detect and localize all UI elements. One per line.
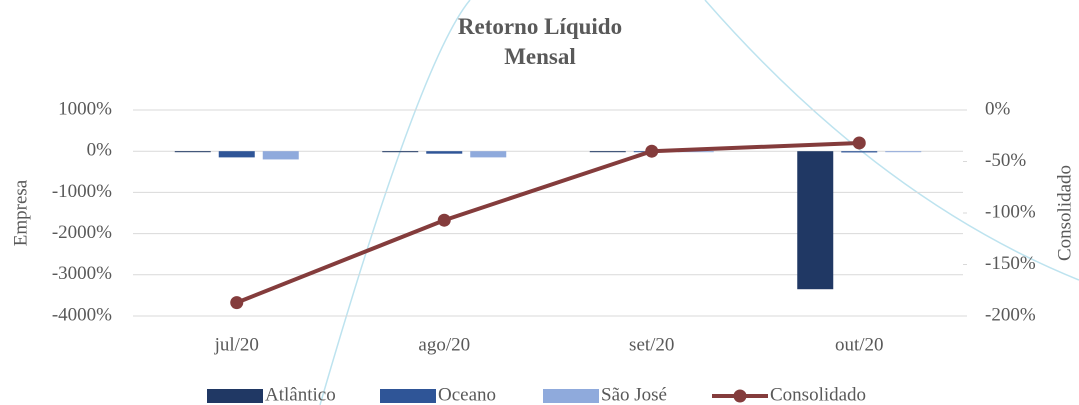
line-marker: [645, 145, 658, 158]
bar: [382, 151, 418, 152]
y2-tick-label: -50%: [985, 150, 1026, 171]
bar: [797, 151, 833, 289]
chart-title: Retorno Líquido Mensal: [420, 12, 660, 72]
y2-tick-label: -100%: [985, 201, 1036, 222]
bar: [885, 151, 921, 152]
x-tick-label: jul/20: [214, 334, 259, 355]
y2-axis-title: Consolidado: [1054, 165, 1075, 261]
legend-label: Atlântico: [265, 384, 336, 405]
line-marker: [230, 296, 243, 309]
y-tick-label: -3000%: [52, 263, 112, 284]
y-tick-label: -1000%: [52, 181, 112, 202]
y-tick-label: 1000%: [58, 98, 112, 119]
legend-label: Oceano: [438, 384, 496, 405]
bar: [219, 151, 255, 157]
line: [237, 143, 860, 303]
legend-swatch: [380, 389, 436, 403]
legend-label: Consolidado: [770, 384, 866, 405]
bar: [426, 151, 462, 153]
bar: [263, 151, 299, 159]
bar: [175, 151, 211, 152]
x-tick-label: out/20: [835, 334, 884, 355]
bar: [590, 151, 626, 152]
x-tick-label: set/20: [629, 334, 674, 355]
legend-swatch: [734, 390, 747, 403]
page: Empresa Consolidado 1000% 0% -1000% -2000% -…: [0, 0, 1079, 405]
y-tick-label: -4000%: [52, 304, 112, 325]
bar: [470, 151, 506, 157]
y2-tick-label: 0%: [985, 98, 1011, 119]
x-tick-label: ago/20: [418, 334, 470, 355]
decoration: [705, 0, 1079, 280]
bar: [841, 151, 877, 152]
legend-swatch: [543, 389, 599, 403]
y-tick-label: 0%: [87, 140, 113, 161]
y-tick-label: -2000%: [52, 222, 112, 243]
legend-label: São José: [601, 384, 667, 405]
line-marker: [438, 214, 451, 227]
y2-tick-label: -200%: [985, 304, 1036, 325]
y-axis-title: Empresa: [10, 179, 31, 246]
legend-swatch: [207, 389, 263, 403]
y2-tick-label: -150%: [985, 253, 1036, 274]
line-marker: [853, 136, 866, 149]
